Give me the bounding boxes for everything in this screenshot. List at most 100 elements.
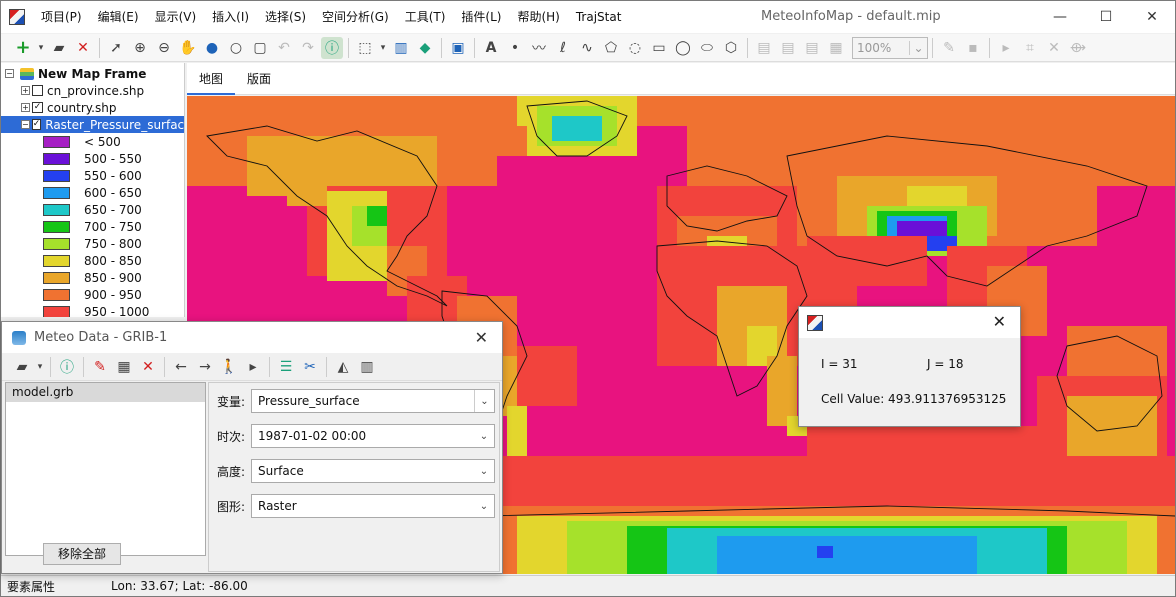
area-chart-icon[interactable]: ◭: [337, 358, 349, 375]
pan-hand-icon[interactable]: ✋: [179, 39, 197, 56]
layer-checkbox[interactable]: ✓: [32, 102, 43, 113]
identify-icon[interactable]: ⓘ: [321, 36, 343, 59]
full-extent-globe-icon[interactable]: ●: [205, 39, 219, 56]
vertex-edit-icon[interactable]: ⌗: [1026, 39, 1034, 56]
menu-plugins[interactable]: 插件(L): [461, 10, 502, 24]
zoom-in-icon[interactable]: ⊕: [134, 39, 146, 56]
list-icon[interactable]: ☰: [279, 358, 293, 375]
point-icon[interactable]: •: [510, 39, 520, 56]
add-layer-icon[interactable]: +: [15, 37, 31, 58]
graphic-type-select[interactable]: Raster ⌄: [251, 494, 495, 518]
map-canvas[interactable]: [187, 96, 1175, 574]
variable-select[interactable]: Pressure_surface ⌄: [251, 389, 495, 413]
draw-icon[interactable]: ✎: [94, 358, 106, 375]
menu-tools[interactable]: 工具(T): [404, 10, 446, 24]
menu-trajstat[interactable]: TrajStat: [575, 10, 622, 24]
copy-page-icon[interactable]: ▤: [781, 39, 795, 56]
zoom-level-select[interactable]: 100% ⌄: [852, 36, 928, 59]
time-select[interactable]: 1987-01-02 00:00 ⌄: [251, 424, 495, 448]
layer-item-raster-pressure[interactable]: − ✓ Raster_Pressure_surface: [1, 116, 184, 133]
menu-help[interactable]: 帮助(H): [517, 10, 560, 24]
toolbar-divider: [269, 356, 270, 377]
dropdown-arrow-icon[interactable]: ▾: [380, 42, 386, 53]
undo-icon[interactable]: ↶: [278, 39, 290, 56]
tab-map[interactable]: 地图: [187, 63, 236, 95]
list-item[interactable]: model.grb: [6, 383, 205, 402]
bar-chart-icon[interactable]: ▥: [360, 358, 374, 375]
play-frame-icon[interactable]: ▸: [249, 358, 257, 375]
level-select[interactable]: Surface ⌄: [251, 459, 495, 483]
zoom-rect-icon[interactable]: ▢: [253, 39, 267, 56]
freehand-line-icon[interactable]: ℓ: [560, 39, 566, 56]
layer-checkbox[interactable]: ✓: [31, 119, 42, 130]
time-field: 时次: 1987-01-02 00:00 ⌄: [217, 424, 495, 448]
freehand-polygon-icon[interactable]: ⬡: [724, 39, 738, 56]
menu-edit[interactable]: 编辑(E): [97, 10, 139, 24]
fit-page-icon[interactable]: ▦: [829, 39, 843, 56]
circle-icon[interactable]: ◯: [675, 39, 691, 56]
select-features-icon[interactable]: ⬚: [358, 39, 372, 56]
polygon-icon[interactable]: ⬠: [604, 39, 618, 56]
split-feature-icon[interactable]: ⟴: [1069, 39, 1087, 56]
database-icon: [12, 330, 26, 345]
remove-layer-icon[interactable]: ✕: [77, 39, 89, 56]
expand-icon[interactable]: +: [21, 86, 30, 95]
layer-checkbox[interactable]: [32, 85, 43, 96]
image-icon[interactable]: ▣: [451, 39, 465, 56]
toolbar-divider: [932, 37, 933, 58]
table-icon[interactable]: ▦: [117, 358, 131, 375]
data-file-list[interactable]: model.grb: [5, 382, 206, 556]
paste-page-icon[interactable]: ▤: [805, 39, 819, 56]
map-frame-node[interactable]: − New Map Frame: [5, 65, 146, 82]
tab-layout[interactable]: 版面: [247, 72, 272, 86]
maximize-button[interactable]: ☐: [1099, 9, 1113, 25]
label-icon[interactable]: ◆: [419, 39, 431, 56]
new-page-icon[interactable]: ▤: [757, 39, 771, 56]
menu-insert[interactable]: 插入(I): [212, 10, 250, 24]
toolbar-divider: [441, 37, 442, 58]
edit-pencil-icon[interactable]: ✎: [943, 39, 955, 56]
ellipse-icon[interactable]: ⬭: [701, 39, 713, 56]
menu-select[interactable]: 选择(S): [265, 10, 307, 24]
close-button[interactable]: ✕: [1146, 9, 1158, 25]
menu-project[interactable]: 项目(P): [41, 10, 82, 24]
arrow-right-icon[interactable]: →: [199, 358, 211, 375]
legend-item: 700 - 750: [43, 218, 142, 235]
zoom-out-icon[interactable]: ⊖: [158, 39, 170, 56]
layer-item-country[interactable]: + ✓ country.shp: [21, 99, 116, 116]
magnifier-icon[interactable]: ○: [229, 39, 243, 56]
meteo-toolbar: ▰ ▾ ⓘ ✎ ▦ ✕ ← → 🚶 ▸ ☰ ✂ ◭ ▥: [2, 353, 502, 381]
menu-spatial-analysis[interactable]: 空间分析(G): [322, 10, 389, 24]
dropdown-arrow-icon[interactable]: ▾: [37, 361, 43, 372]
collapse-icon[interactable]: −: [5, 69, 14, 78]
select-pointer-icon[interactable]: ➚: [110, 39, 122, 56]
legend-swatch: [43, 237, 70, 250]
close-icon[interactable]: ✕: [992, 312, 1006, 331]
open-folder-icon[interactable]: ▰: [53, 39, 65, 56]
measure-icon[interactable]: ▥: [394, 39, 408, 56]
rectangle-icon[interactable]: ▭: [652, 39, 666, 56]
save-icon[interactable]: ▪: [968, 39, 978, 56]
curve-icon[interactable]: ∿: [581, 39, 593, 56]
layer-item-cn-province[interactable]: + cn_province.shp: [21, 82, 144, 99]
curve-polygon-icon[interactable]: ◌: [628, 39, 642, 56]
remove-icon[interactable]: ✕: [142, 358, 154, 375]
minimize-button[interactable]: —: [1053, 9, 1067, 25]
open-folder-icon[interactable]: ▰: [16, 358, 28, 375]
expand-icon[interactable]: +: [21, 103, 30, 112]
play-icon[interactable]: ▸: [1002, 39, 1010, 56]
remove-all-button[interactable]: 移除全部: [43, 543, 121, 565]
tools-icon[interactable]: ✂: [304, 358, 316, 375]
animate-walker-icon[interactable]: 🚶: [220, 358, 238, 375]
polyline-icon[interactable]: 〰: [532, 40, 546, 57]
text-icon[interactable]: A: [485, 39, 497, 56]
arrow-left-icon[interactable]: ←: [175, 358, 187, 375]
menu-view[interactable]: 显示(V): [154, 10, 197, 24]
info-icon[interactable]: ⓘ: [60, 359, 74, 376]
close-icon[interactable]: ✕: [474, 328, 488, 347]
collapse-icon[interactable]: −: [21, 120, 30, 129]
dropdown-arrow-icon[interactable]: ▾: [38, 42, 44, 53]
redo-icon[interactable]: ↷: [302, 39, 314, 56]
variable-label: 变量:: [217, 394, 246, 409]
delete-feature-icon[interactable]: ✕: [1048, 39, 1060, 56]
